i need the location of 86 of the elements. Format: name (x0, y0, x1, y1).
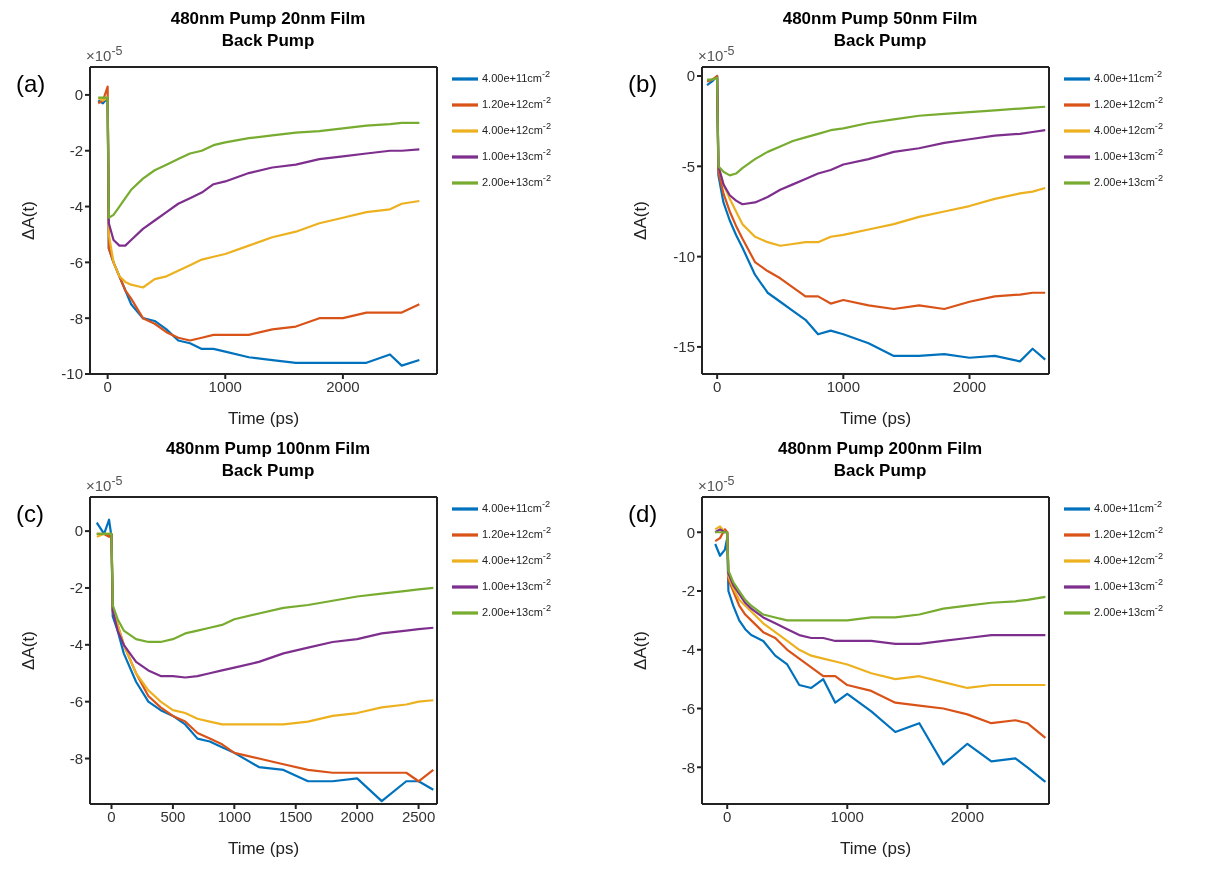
y-tick-label: -15 (673, 338, 695, 356)
line-series (714, 531, 1047, 622)
legend-label: 2.00e+13cm$^{-2}$ (1094, 173, 1164, 188)
x-axis-title: Time (ps) (839, 839, 912, 858)
y-tick-label: -10 (61, 365, 83, 383)
legend-label: 1.00e+13cm$^{-2}$ (482, 147, 552, 162)
x-tick-label: 1000 (208, 377, 242, 395)
x-tick-label: 500 (160, 807, 186, 825)
legend-label: 4.00e+11cm$^{-2}$ (1094, 499, 1163, 514)
legend-label: 1.20e+12cm$^{-2}$ (482, 525, 552, 540)
legend-label: 2.00e+13cm$^{-2}$ (482, 173, 552, 188)
y-tick-label: -4 (69, 197, 83, 215)
legend-label: 4.00e+12cm$^{-2}$ (1094, 551, 1164, 566)
y-tick-label: -2 (681, 582, 695, 600)
text: (a) (16, 70, 46, 97)
chart-subtitle: Back Pump (833, 31, 927, 50)
legend-label: 2.00e+13cm$^{-2}$ (482, 603, 552, 618)
y-tick-label: -6 (69, 253, 83, 271)
legend-label: 1.00e+13cm$^{-2}$ (482, 577, 552, 592)
y-tick-label: -2 (69, 579, 83, 597)
x-tick-label: 0 (103, 377, 112, 395)
legend-label: 1.20e+12cm$^{-2}$ (1094, 95, 1164, 110)
y-axis-title: ΔA(t) (631, 631, 651, 670)
x-tick-label: 2000 (326, 377, 360, 395)
legend-label: 1.00e+13cm$^{-2}$ (1094, 577, 1164, 592)
x-tick-label: 0 (723, 807, 732, 825)
y-tick-label: -2 (69, 142, 83, 160)
legend-label: 4.00e+12cm$^{-2}$ (1094, 121, 1164, 136)
x-axis-title: Time (ps) (227, 409, 300, 428)
chart-subtitle: Back Pump (833, 461, 927, 480)
line-series (95, 532, 435, 644)
chart-title: 480nm Pump 200nm Film (777, 439, 983, 458)
legend-label: 4.00e+12cm$^{-2}$ (482, 121, 552, 136)
x-tick-label: 2000 (950, 807, 985, 825)
x-tick-label: 0 (107, 807, 116, 825)
x-tick-label: 1000 (217, 807, 252, 825)
text: ×10$^{-5}$ (698, 44, 735, 64)
y-tick-label: -10 (673, 247, 695, 265)
text: ×10$^{-5}$ (698, 474, 735, 494)
x-tick-label: 1500 (279, 807, 313, 825)
y-tick-label: 0 (686, 67, 695, 85)
y-tick-label: 0 (74, 522, 83, 540)
y-tick-label: -6 (69, 692, 83, 710)
x-tick-label: 2000 (340, 807, 374, 825)
text: ×10$^{-5}$ (86, 44, 123, 64)
legend-label: 1.20e+12cm$^{-2}$ (1094, 525, 1164, 540)
y-tick-label: -5 (681, 157, 695, 175)
y-tick-label: -8 (681, 758, 695, 776)
y-tick-label: 0 (686, 523, 695, 541)
line-series (714, 528, 1047, 645)
legend-label: 4.00e+11cm$^{-2}$ (482, 69, 551, 84)
y-axis-title: ΔA(t) (19, 631, 39, 670)
x-tick-label: 2500 (401, 807, 436, 825)
line-series (714, 528, 1047, 739)
chart-title: 480nm Pump 50nm Film (782, 9, 978, 28)
legend-label: 4.00e+12cm$^{-2}$ (482, 551, 552, 566)
y-tick-label: -8 (69, 309, 83, 327)
chart-title: 480nm Pump 100nm Film (165, 439, 371, 458)
x-tick-label: 1000 (830, 807, 864, 825)
chart-title: 480nm Pump 20nm Film (170, 9, 366, 28)
text: (b) (628, 70, 658, 97)
legend-label: 1.00e+13cm$^{-2}$ (1094, 147, 1164, 162)
legend-label: 4.00e+11cm$^{-2}$ (1094, 69, 1163, 84)
y-tick-label: -8 (69, 749, 83, 767)
x-tick-label: 1000 (826, 377, 861, 395)
y-tick-label: -6 (681, 699, 695, 717)
y-tick-label: 0 (74, 86, 83, 104)
line-series (705, 76, 1047, 177)
legend-label: 1.20e+12cm$^{-2}$ (482, 95, 552, 110)
text: (d) (628, 500, 658, 527)
x-tick-label: 2000 (952, 377, 987, 395)
chart-subtitle: Back Pump (221, 461, 315, 480)
y-axis-title: ΔA(t) (631, 201, 651, 240)
y-tick-label: -4 (681, 641, 695, 659)
legend-label: 4.00e+11cm$^{-2}$ (482, 499, 551, 514)
y-axis-title: ΔA(t) (19, 201, 39, 240)
line-series (714, 525, 1047, 690)
legend-label: 2.00e+13cm$^{-2}$ (1094, 603, 1164, 618)
text: (c) (16, 500, 44, 527)
y-tick-label: -4 (69, 636, 83, 654)
chart-subtitle: Back Pump (221, 31, 315, 50)
line-series (97, 96, 421, 219)
x-axis-title: Time (ps) (227, 839, 300, 858)
x-axis-title: Time (ps) (839, 409, 912, 428)
x-tick-label: 0 (712, 377, 722, 395)
text: ×10$^{-5}$ (86, 474, 123, 494)
